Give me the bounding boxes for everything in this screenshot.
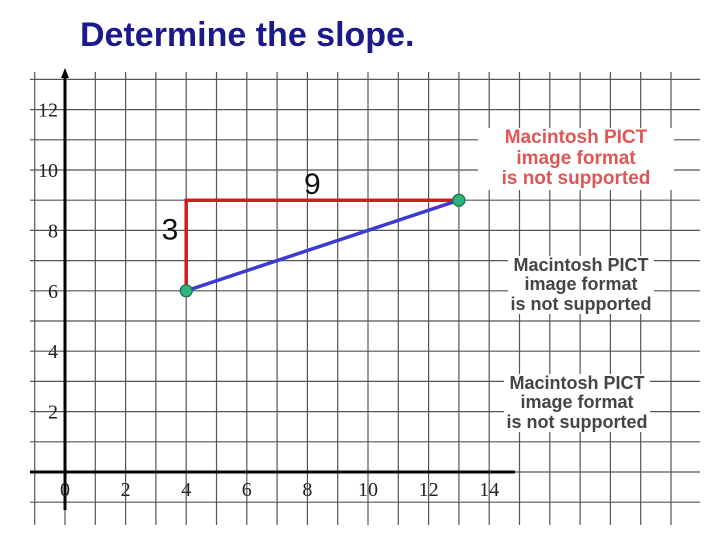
x-tick-label: 2 xyxy=(121,479,131,501)
x-tick-label: 8 xyxy=(302,479,312,501)
y-tick-label: 6 xyxy=(48,281,58,303)
pict-line: is not supported xyxy=(510,293,652,314)
pict-line: image format xyxy=(516,147,636,169)
x-tick-label: 4 xyxy=(181,479,191,501)
pict-line: image format xyxy=(520,392,634,413)
rise-run-triangle xyxy=(184,198,459,291)
axes xyxy=(30,68,515,510)
y-tick-labels: 2 4 6 8 10 12 xyxy=(38,100,58,424)
data-point xyxy=(452,193,466,207)
pict-line: is not supported xyxy=(501,168,651,190)
series-lines xyxy=(185,198,460,293)
x-tick-label: 6 xyxy=(242,479,252,501)
page-title: Determine the slope. xyxy=(80,16,415,54)
data-point xyxy=(179,284,193,298)
annotations: 93 xyxy=(162,168,321,246)
y-tick-label: 4 xyxy=(48,341,58,363)
x-tick-label: 0 xyxy=(60,479,70,501)
y-tick-label: 2 xyxy=(48,402,58,424)
x-tick-label: 10 xyxy=(358,479,378,501)
y-tick-label: 10 xyxy=(38,160,58,182)
rise-label: 3 xyxy=(162,214,179,247)
pict-line: is not supported xyxy=(506,411,648,432)
y-tick-label: 12 xyxy=(38,100,58,122)
pict-line: Macintosh PICT xyxy=(513,255,649,275)
pict-placeholder-2: Macintosh PICT image format is not suppo… xyxy=(508,255,654,315)
pict-line: Macintosh PICT xyxy=(504,127,648,148)
series-line xyxy=(185,198,460,293)
pict-line: Macintosh PICT xyxy=(509,373,645,393)
data-points xyxy=(179,193,466,298)
x-tick-labels: 0 2 4 6 8 10 12 14 xyxy=(60,479,499,501)
x-tick-label: 12 xyxy=(419,479,439,501)
pict-placeholder-1: Macintosh PICT image format is not suppo… xyxy=(478,127,674,190)
y-axis-arrow xyxy=(61,68,69,78)
run-label: 9 xyxy=(304,168,321,201)
rise-run-path xyxy=(184,198,459,291)
y-tick-label: 8 xyxy=(48,220,58,242)
pict-placeholder-3: Macintosh PICT image format is not suppo… xyxy=(504,373,650,433)
pict-line: image format xyxy=(524,274,638,295)
x-tick-label: 14 xyxy=(479,479,499,501)
